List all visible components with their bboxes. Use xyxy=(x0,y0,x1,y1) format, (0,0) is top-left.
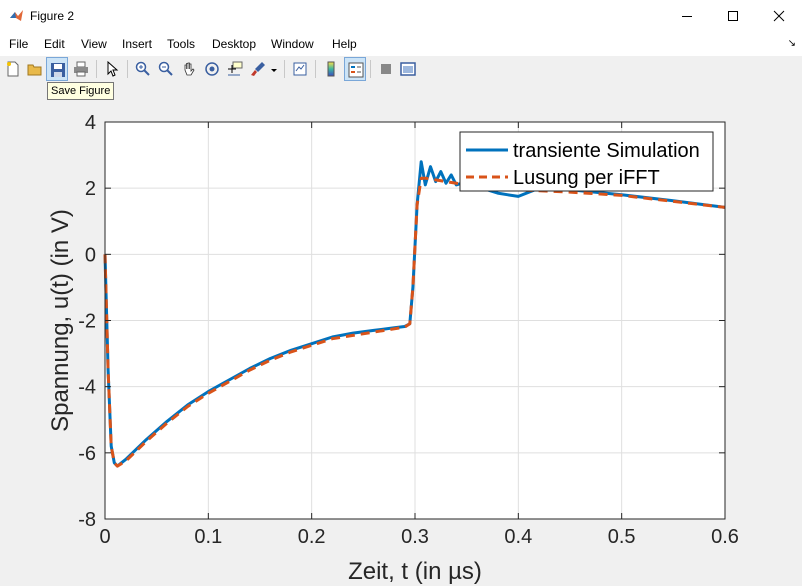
menu-file[interactable]: File xyxy=(9,37,29,51)
toolbar-separator xyxy=(284,60,285,78)
open-file-button[interactable] xyxy=(24,57,46,81)
link-plot-button[interactable] xyxy=(289,57,311,81)
close-icon xyxy=(773,10,785,22)
show-plot-tools-button[interactable] xyxy=(397,57,419,81)
x-tick-label: 0.5 xyxy=(608,526,636,548)
x-tick-label: 0.3 xyxy=(401,526,429,548)
data-tip-icon xyxy=(228,61,243,76)
x-tick-label: 0.4 xyxy=(504,526,532,548)
zoom-out-button[interactable] xyxy=(155,57,177,81)
menu-tools[interactable]: Tools xyxy=(167,37,196,51)
link-plot-icon xyxy=(293,62,307,76)
menu-insert[interactable]: Insert xyxy=(122,37,153,51)
dock-arrow-icon[interactable]: ↘ xyxy=(787,38,796,49)
series-line-2[interactable] xyxy=(103,176,726,468)
toolbar-separator xyxy=(96,60,97,78)
y-tick-label: -2 xyxy=(78,311,96,333)
menu-desktop[interactable]: Desktop xyxy=(212,37,257,51)
legend-label-series-1: transiente Simulation xyxy=(513,140,700,162)
insert-legend-button[interactable] xyxy=(344,57,366,81)
hide-plot-tools-icon xyxy=(381,64,391,74)
menu-bar: File Edit View Insert Tools Desktop Wind… xyxy=(0,32,802,56)
legend-box xyxy=(459,131,714,192)
axis-ticks: 0 0.1 0.2 0.3 0.4 0.5 0.6 -8 -6 -4 -2 0 2 4 xyxy=(78,112,739,548)
colorbar-icon xyxy=(327,61,335,77)
edit-plot-button[interactable] xyxy=(101,57,123,81)
y-tick-label: 2 xyxy=(85,178,96,200)
figure-toolbar xyxy=(0,57,802,83)
plot-area xyxy=(103,160,726,468)
y-axis-label: Spannung, u(t) (in V) xyxy=(47,209,74,432)
save-figure-button[interactable] xyxy=(46,57,68,81)
y-tick-label: -6 xyxy=(78,443,96,465)
brush-icon xyxy=(251,62,265,76)
x-tick-label: 0 xyxy=(99,526,110,548)
minimize-icon xyxy=(682,16,692,17)
printer-icon xyxy=(74,61,88,77)
brush-dropdown[interactable] xyxy=(267,57,281,81)
rotate-3d-button[interactable] xyxy=(201,57,223,81)
save-figure-tooltip: Save Figure xyxy=(47,82,115,100)
title-bar: Figure 2 xyxy=(0,0,802,32)
close-button[interactable] xyxy=(756,0,802,32)
menu-view[interactable]: View xyxy=(81,37,107,51)
zoom-in-icon xyxy=(135,61,150,76)
folder-open-icon xyxy=(27,64,42,76)
y-tick-label: -8 xyxy=(78,509,96,531)
y-tick-label: -4 xyxy=(78,377,96,399)
zoom-in-button[interactable] xyxy=(132,57,154,81)
maximize-button[interactable] xyxy=(710,0,756,32)
x-tick-label: 0.1 xyxy=(194,526,222,548)
legend-label-series-2: Lusung per iFFT xyxy=(513,167,660,189)
y-tick-label: 4 xyxy=(85,112,96,134)
hand-icon xyxy=(184,62,195,76)
print-figure-button[interactable] xyxy=(70,57,92,81)
window-title: Figure 2 xyxy=(30,9,75,23)
menu-window[interactable]: Window xyxy=(271,37,314,51)
maximize-icon xyxy=(728,11,738,21)
figure-canvas: 0 0.1 0.2 0.3 0.4 0.5 0.6 -8 -6 -4 -2 0 2 4 Zeit, t (… xyxy=(0,82,802,586)
insert-colorbar-button[interactable] xyxy=(320,57,342,81)
matlab-icon xyxy=(10,10,23,21)
y-tick-label: 0 xyxy=(85,244,96,266)
toolbar-separator xyxy=(127,60,128,78)
arrow-pointer-icon xyxy=(107,61,119,77)
legend[interactable]: transiente Simulation Lusung per iFFT xyxy=(459,131,714,192)
legend-icon xyxy=(348,62,364,78)
toolbar-separator xyxy=(315,60,316,78)
toolbar-separator xyxy=(370,60,371,78)
rotate-icon xyxy=(205,62,219,76)
menu-help[interactable]: Help xyxy=(332,37,357,51)
minimize-button[interactable] xyxy=(664,0,710,32)
x-tick-label: 0.6 xyxy=(711,526,739,548)
save-icon xyxy=(51,63,65,77)
show-plot-tools-icon xyxy=(400,62,416,76)
menu-edit[interactable]: Edit xyxy=(44,37,65,51)
x-axis-label: Zeit, t (in µs) xyxy=(348,558,482,585)
brush-button[interactable] xyxy=(247,57,269,81)
pan-button[interactable] xyxy=(178,57,200,81)
chevron-down-icon xyxy=(271,69,277,72)
x-tick-label: 0.2 xyxy=(298,526,326,548)
new-file-icon xyxy=(7,61,19,77)
data-cursor-button[interactable] xyxy=(224,57,246,81)
zoom-out-icon xyxy=(158,61,173,76)
new-figure-button[interactable] xyxy=(2,57,24,81)
hide-plot-tools-button[interactable] xyxy=(375,57,397,81)
